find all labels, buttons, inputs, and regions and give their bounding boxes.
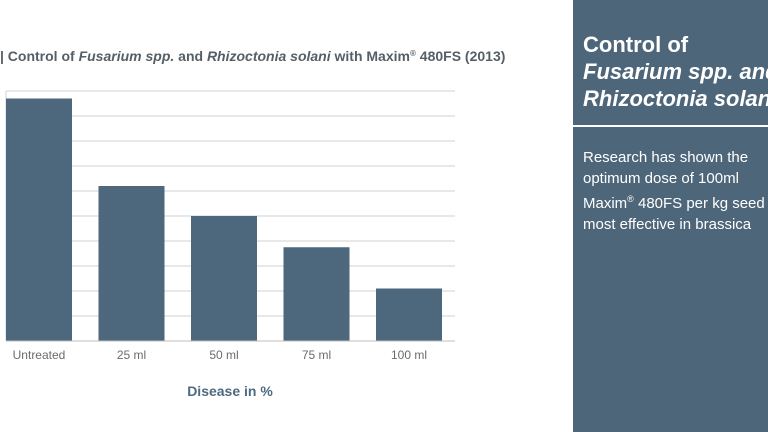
panel-title: Control of Fusarium spp. and Rhizoctonia…	[583, 31, 768, 112]
panel-title-line-2: Fusarium spp. and	[583, 59, 768, 84]
x-tick-label: 100 ml	[391, 348, 427, 362]
x-tick-label: 25 ml	[117, 348, 146, 362]
title-and: and	[174, 48, 207, 64]
panel-body-product: 480FS per kg seed	[633, 195, 765, 212]
x-tick-label: 50 ml	[209, 348, 238, 362]
x-tick-label: 75 ml	[302, 348, 331, 362]
panel-body-registered-mark: ®	[627, 194, 634, 204]
panel-body-line-3: Maxim® 480FS per kg seed	[583, 189, 768, 214]
side-panel: Control of Fusarium spp. and Rhizoctonia…	[573, 0, 768, 432]
panel-body-maxim: Maxim	[583, 195, 628, 212]
panel-body-line-2: optimum dose of 100ml	[583, 170, 739, 187]
x-axis-label: Disease in %	[187, 383, 273, 399]
title-species-fusarium: Fusarium spp.	[78, 48, 175, 64]
panel-body: Research has shown the optimum dose of 1…	[583, 147, 768, 235]
panel-title-line-1: Control of	[583, 32, 689, 57]
title-product: 480FS (2013)	[415, 48, 506, 64]
panel-divider	[573, 125, 768, 127]
x-tick-label: Untreated	[13, 348, 66, 362]
bar-chart: Untreated 25 ml 50 ml 75 ml 100 ml	[5, 90, 455, 362]
bar-75-ml	[283, 247, 350, 341]
panel-body-line-4: most effective in brassica	[583, 216, 752, 233]
bar-25-ml	[98, 186, 165, 341]
title-with-maxim: with Maxim	[330, 48, 410, 64]
panel-body-line-1: Research has shown the	[583, 149, 749, 166]
title-registered-mark: ®	[409, 49, 416, 58]
panel-title-line-3: Rhizoctonia solani	[583, 86, 768, 111]
bar-50-ml	[191, 216, 257, 341]
title-species-rhizoctonia: Rhizoctonia solani	[206, 48, 331, 64]
chart-title: | Control of Fusarium spp. and Rhizocton…	[0, 48, 560, 64]
bar-100-ml	[376, 288, 442, 341]
bar-untreated	[6, 98, 72, 341]
title-prefix: | Control of	[0, 48, 79, 64]
